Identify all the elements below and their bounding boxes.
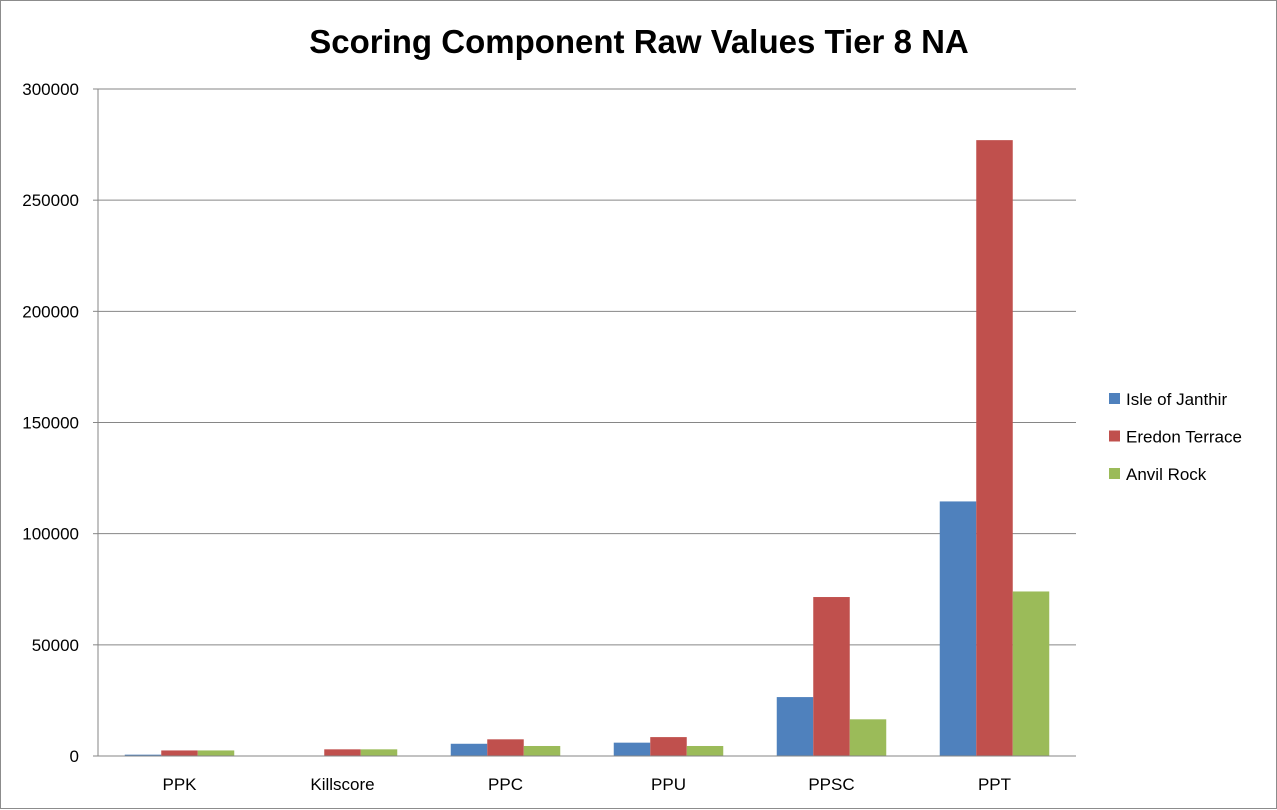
bar-eredon-terrace <box>161 750 198 756</box>
x-tick-label: PPC <box>488 775 523 794</box>
x-axis-ticks: PPK Killscore PPC PPU PPSC PPT <box>162 775 1011 794</box>
bar-eredon-terrace <box>487 739 524 756</box>
x-tick-label: PPT <box>978 775 1011 794</box>
bar-eredon-terrace <box>976 140 1013 757</box>
legend-label: Anvil Rock <box>1126 465 1207 484</box>
axes <box>97 89 1076 757</box>
y-tick-label: 0 <box>70 747 79 766</box>
bar-anvil-rock <box>523 745 561 756</box>
legend: Isle of Janthir Eredon Terrace Anvil Rock <box>1109 390 1242 484</box>
bar-anvil-rock <box>849 719 887 756</box>
bar-isle-of-janthir <box>124 754 162 756</box>
bar-isle-of-janthir <box>776 697 814 756</box>
x-tick-label: PPSC <box>808 775 854 794</box>
chart-title: Scoring Component Raw Values Tier 8 NA <box>309 23 969 60</box>
y-tick-label: 300000 <box>22 80 79 99</box>
bar-isle-of-janthir <box>939 501 977 756</box>
y-axis-ticks: 0 50000 100000 150000 200000 250000 300000 <box>22 80 98 766</box>
legend-label: Eredon Terrace <box>1126 428 1242 447</box>
legend-label: Isle of Janthir <box>1126 390 1227 409</box>
bar-isle-of-janthir <box>450 743 488 756</box>
x-tick-label: Killscore <box>310 775 374 794</box>
legend-swatch <box>1109 393 1120 404</box>
gridlines <box>98 88 1076 646</box>
bar-eredon-terrace <box>650 737 687 756</box>
x-tick-label: PPK <box>162 775 197 794</box>
bar-anvil-rock <box>686 745 724 756</box>
x-tick-label: PPU <box>651 775 686 794</box>
bars <box>124 140 1050 757</box>
y-tick-label: 100000 <box>22 525 79 544</box>
legend-swatch <box>1109 430 1120 442</box>
bar-eredon-terrace <box>813 597 850 756</box>
y-tick-label: 50000 <box>32 636 79 655</box>
bar-anvil-rock <box>360 749 398 756</box>
bar-eredon-terrace <box>324 749 361 756</box>
legend-swatch <box>1109 468 1120 479</box>
y-tick-label: 150000 <box>22 414 79 433</box>
bar-anvil-rock <box>197 750 235 756</box>
y-tick-label: 250000 <box>22 191 79 210</box>
bar-isle-of-janthir <box>613 742 651 756</box>
y-tick-label: 200000 <box>22 302 79 321</box>
bar-anvil-rock <box>1012 591 1050 756</box>
